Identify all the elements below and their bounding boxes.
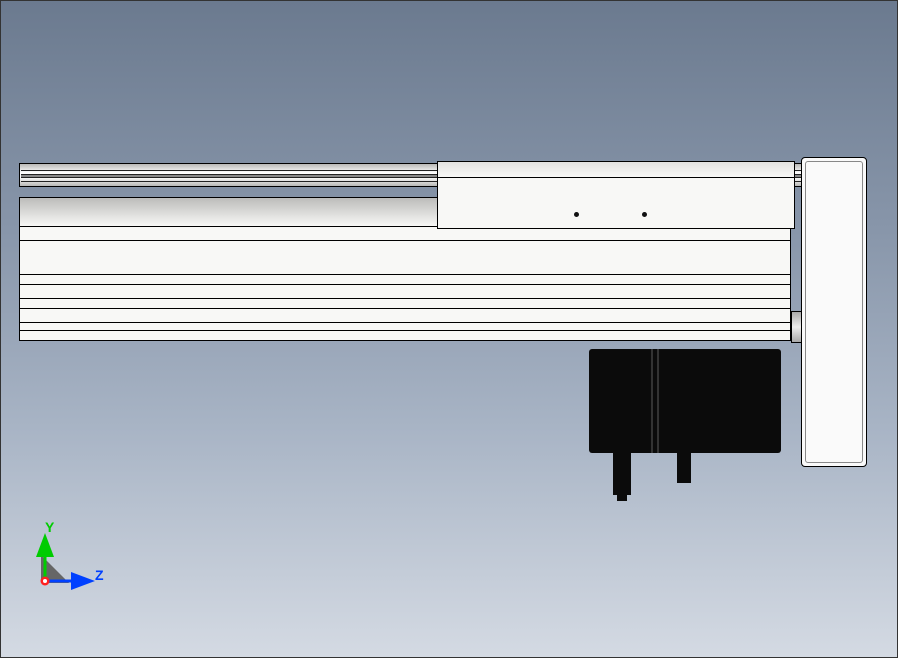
- mounting-hole: [574, 212, 579, 217]
- mounting-hole: [642, 212, 647, 217]
- rail-groove-line: [20, 308, 790, 309]
- cad-model-assembly[interactable]: [19, 163, 867, 499]
- motor-seam: [651, 349, 653, 453]
- motor-connector[interactable]: [677, 453, 691, 483]
- rail-groove-line: [20, 322, 790, 323]
- motor-connector[interactable]: [613, 453, 631, 495]
- axis-label-y: Y: [45, 519, 54, 535]
- orientation-triad[interactable]: Y Z: [23, 523, 103, 603]
- rail-groove-line: [20, 284, 790, 285]
- rail-groove-line: [20, 298, 790, 299]
- axis-label-z: Z: [95, 567, 104, 583]
- motor-connector-tip: [617, 495, 627, 501]
- cad-3d-viewport[interactable]: Y Z: [0, 0, 898, 658]
- motor-body[interactable]: [589, 349, 781, 453]
- rail-groove-line: [20, 240, 790, 241]
- housing-edge: [805, 161, 863, 463]
- motor-seam: [657, 349, 659, 453]
- rail-groove-line: [20, 274, 790, 275]
- carriage-top-face: [438, 162, 794, 178]
- triad-arrows: [23, 523, 113, 603]
- motor-bracket-housing[interactable]: [801, 157, 867, 467]
- rail-groove-line: [20, 330, 790, 331]
- carriage-block[interactable]: [437, 161, 795, 229]
